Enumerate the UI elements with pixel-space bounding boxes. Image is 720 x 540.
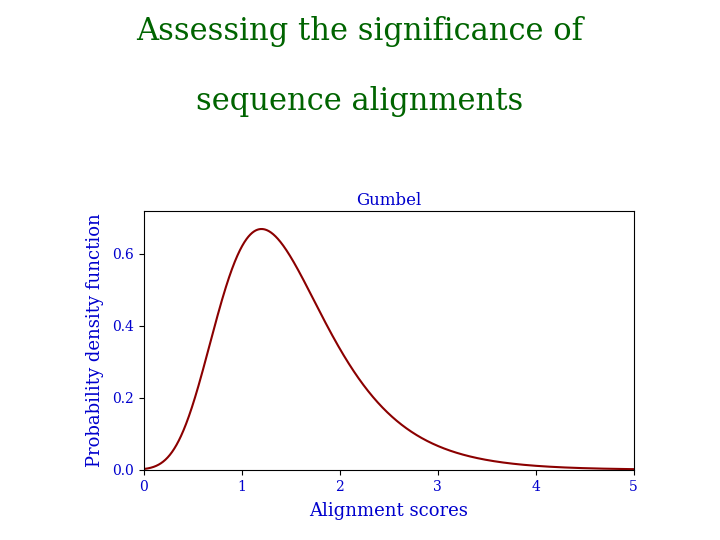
Title: Gumbel: Gumbel (356, 192, 421, 209)
Text: sequence alignments: sequence alignments (197, 86, 523, 117)
Y-axis label: Probability density function: Probability density function (86, 213, 104, 467)
X-axis label: Alignment scores: Alignment scores (310, 502, 468, 520)
Text: Assessing the significance of: Assessing the significance of (137, 16, 583, 47)
